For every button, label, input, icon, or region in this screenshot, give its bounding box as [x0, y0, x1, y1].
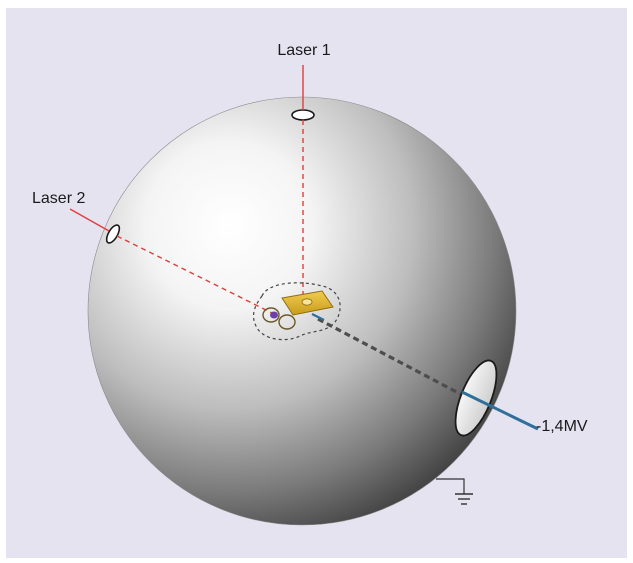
- target-hole: [301, 298, 313, 306]
- laser1-label: Laser 1: [277, 42, 330, 59]
- ground-wire: [436, 478, 465, 494]
- focus-spot: [270, 311, 278, 319]
- ring-right: [278, 314, 296, 330]
- electrode-connector: [311, 313, 325, 321]
- electrode-path-dashed: [317, 317, 469, 400]
- laser2-beam-inside: [116, 235, 273, 314]
- high-voltage-electrode: [461, 390, 539, 431]
- ground-icon: [455, 493, 473, 505]
- laser1-port: [291, 109, 315, 121]
- laser2-label: Laser 2: [32, 190, 85, 207]
- interaction-region-outline: [252, 282, 341, 341]
- voltage-label: -1,4MV: [536, 418, 588, 435]
- ring-left: [262, 307, 280, 323]
- laser2-beam-outside: [69, 208, 110, 232]
